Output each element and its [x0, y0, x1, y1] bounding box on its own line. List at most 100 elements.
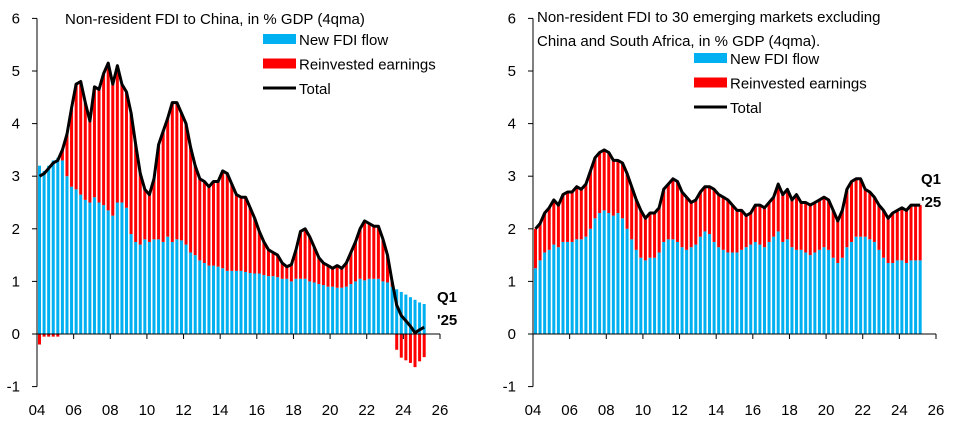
- x-tick-label: 18: [285, 402, 302, 419]
- bar-reinvested: [248, 207, 252, 273]
- bar-reinvested: [408, 334, 412, 363]
- bar-new-fdi: [125, 207, 129, 334]
- bar-new-fdi: [193, 255, 197, 334]
- bar-reinvested: [872, 197, 876, 242]
- bar-new-fdi: [744, 247, 748, 334]
- bar-reinvested: [152, 178, 156, 240]
- bar-new-fdi: [331, 286, 335, 334]
- bar-new-fdi: [570, 241, 574, 334]
- bar-new-fdi: [575, 239, 579, 334]
- bar-reinvested: [134, 144, 138, 242]
- bar-reinvested: [799, 202, 803, 250]
- bar-new-fdi: [111, 215, 115, 334]
- bar-new-fdi: [221, 268, 225, 334]
- legend-new-fdi-label: New FDI flow: [730, 51, 819, 68]
- x-tick-label: 08: [598, 402, 615, 419]
- bar-new-fdi: [813, 252, 817, 334]
- chart-title: China and South Africa, in % GDP (4qma).: [537, 33, 820, 50]
- bar-new-fdi: [317, 284, 321, 334]
- bar-reinvested: [376, 226, 380, 279]
- bar-new-fdi: [170, 241, 174, 334]
- bar-reinvested: [680, 191, 684, 248]
- bar-reinvested: [671, 178, 675, 240]
- y-tick-label: 3: [12, 168, 20, 185]
- bar-new-fdi: [836, 262, 840, 334]
- bar-new-fdi: [216, 266, 220, 334]
- bar-reinvested: [106, 63, 110, 211]
- bar-reinvested: [712, 189, 716, 242]
- bar-new-fdi: [147, 241, 151, 334]
- bar-new-fdi: [900, 260, 904, 334]
- bar-new-fdi: [294, 278, 298, 334]
- legend-reinvested-swatch: [263, 58, 296, 69]
- bar-reinvested: [552, 199, 556, 245]
- legend-reinvested-swatch: [694, 77, 727, 88]
- bar-reinvested: [234, 194, 238, 271]
- bar-new-fdi: [234, 270, 238, 334]
- bar-new-fdi: [65, 176, 69, 334]
- bar-new-fdi: [675, 241, 679, 334]
- bar-reinvested: [625, 173, 629, 229]
- bar-reinvested: [38, 334, 41, 345]
- bar-new-fdi: [244, 271, 248, 334]
- bar-reinvested: [703, 186, 707, 232]
- legend-total-label: Total: [730, 100, 762, 117]
- bar-new-fdi: [56, 157, 60, 334]
- bar-new-fdi: [161, 241, 165, 334]
- bar-new-fdi: [335, 287, 339, 334]
- x-tick-label: 26: [928, 402, 945, 419]
- bar-new-fdi: [534, 268, 537, 334]
- bar-reinvested: [79, 81, 83, 195]
- bar-new-fdi: [257, 273, 261, 334]
- bar-reinvested: [785, 189, 789, 240]
- bar-new-fdi: [703, 231, 707, 334]
- bar-new-fdi: [386, 282, 390, 334]
- bar-reinvested: [413, 334, 417, 368]
- bar-reinvested: [762, 207, 766, 248]
- bar-reinvested: [294, 249, 298, 279]
- bar-new-fdi: [762, 247, 766, 334]
- bar-reinvested: [767, 202, 771, 242]
- bar-new-fdi: [239, 270, 243, 334]
- bar-new-fdi: [859, 236, 863, 334]
- bar-reinvested: [395, 334, 399, 350]
- bar-reinvested: [74, 84, 78, 190]
- bar-new-fdi: [648, 257, 652, 334]
- bar-reinvested: [877, 205, 881, 250]
- bar-reinvested: [708, 186, 712, 235]
- bar-reinvested: [648, 213, 652, 258]
- bar-reinvested: [566, 191, 570, 242]
- legend-reinvested-label: Reinvested earnings: [299, 57, 436, 74]
- x-tick-label: 08: [102, 402, 119, 419]
- bar-new-fdi: [134, 241, 138, 334]
- bar-new-fdi: [804, 252, 808, 334]
- bar-new-fdi: [189, 252, 193, 334]
- bar-new-fdi: [230, 270, 234, 334]
- legend-reinvested-label: Reinvested earnings: [730, 76, 867, 93]
- bar-new-fdi: [280, 278, 284, 334]
- bar-reinvested: [634, 199, 638, 250]
- bar-new-fdi: [717, 247, 721, 334]
- bar-reinvested: [891, 213, 895, 263]
- bar-reinvested: [611, 160, 615, 216]
- bar-new-fdi: [868, 239, 872, 334]
- x-tick-label: 10: [635, 402, 652, 419]
- bar-reinvested: [276, 255, 280, 278]
- bar-reinvested: [56, 334, 60, 337]
- bar-new-fdi: [753, 241, 757, 334]
- bar-reinvested: [598, 152, 602, 214]
- legend: New FDI flow Reinvested earnings Total: [694, 51, 867, 117]
- bar-new-fdi: [781, 241, 785, 334]
- bar-reinvested: [630, 186, 634, 240]
- bar-new-fdi: [60, 160, 64, 334]
- bar-reinvested: [271, 252, 275, 277]
- bar-reinvested: [335, 265, 339, 288]
- x-tick-label: 20: [818, 402, 835, 419]
- bar-new-fdi: [785, 239, 789, 334]
- bar-reinvested: [547, 207, 551, 250]
- bar-reinvested: [170, 102, 174, 242]
- bar-new-fdi: [418, 302, 422, 334]
- bar-new-fdi: [372, 278, 376, 334]
- bar-new-fdi: [904, 262, 908, 334]
- bar-new-fdi: [262, 275, 266, 334]
